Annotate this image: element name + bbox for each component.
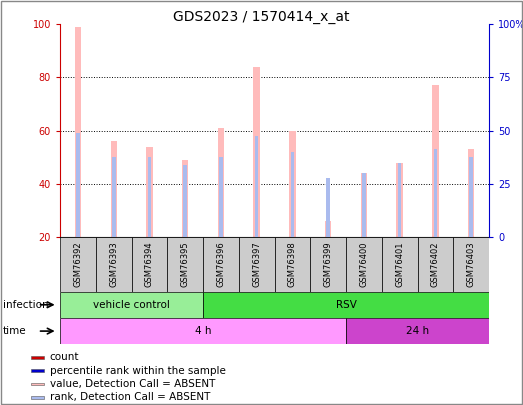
- Text: percentile rank within the sample: percentile rank within the sample: [50, 366, 225, 375]
- Bar: [453, 237, 489, 292]
- Text: GSM76401: GSM76401: [395, 241, 404, 287]
- Bar: [219, 157, 223, 237]
- Bar: [96, 237, 132, 292]
- Text: GSM76392: GSM76392: [74, 241, 83, 287]
- Text: GSM76394: GSM76394: [145, 241, 154, 287]
- Text: GSM76398: GSM76398: [288, 241, 297, 287]
- Bar: [469, 157, 473, 237]
- Bar: [75, 27, 81, 237]
- Bar: [434, 149, 437, 237]
- Text: 24 h: 24 h: [406, 326, 429, 336]
- Text: GSM76396: GSM76396: [217, 241, 225, 287]
- Bar: [398, 162, 402, 237]
- Bar: [396, 162, 403, 237]
- Bar: [184, 165, 187, 237]
- Text: value, Detection Call = ABSENT: value, Detection Call = ABSENT: [50, 379, 215, 389]
- Bar: [346, 237, 382, 292]
- Bar: [60, 318, 346, 344]
- Bar: [203, 292, 489, 318]
- Bar: [239, 237, 275, 292]
- Text: rank, Detection Call = ABSENT: rank, Detection Call = ABSENT: [50, 392, 210, 402]
- Bar: [326, 179, 330, 237]
- Bar: [31, 369, 44, 372]
- Bar: [60, 237, 96, 292]
- Bar: [346, 318, 489, 344]
- Text: GSM76397: GSM76397: [252, 241, 261, 287]
- Bar: [310, 237, 346, 292]
- Bar: [382, 237, 417, 292]
- Bar: [203, 237, 239, 292]
- Text: vehicle control: vehicle control: [93, 300, 170, 310]
- Bar: [31, 396, 44, 399]
- Bar: [362, 173, 366, 237]
- Bar: [167, 237, 203, 292]
- Text: GSM76399: GSM76399: [324, 241, 333, 287]
- Bar: [76, 133, 80, 237]
- Bar: [255, 136, 258, 237]
- Text: GSM76403: GSM76403: [467, 241, 475, 287]
- Text: time: time: [3, 326, 26, 336]
- Bar: [417, 237, 453, 292]
- Bar: [132, 237, 167, 292]
- Text: infection: infection: [3, 300, 48, 310]
- Bar: [147, 157, 151, 237]
- Bar: [182, 160, 188, 237]
- Bar: [31, 383, 44, 385]
- Bar: [289, 130, 295, 237]
- Bar: [254, 67, 260, 237]
- Bar: [60, 292, 203, 318]
- Bar: [112, 157, 116, 237]
- Bar: [432, 85, 439, 237]
- Bar: [361, 173, 367, 237]
- Bar: [146, 147, 153, 237]
- Text: GSM76402: GSM76402: [431, 241, 440, 287]
- Text: GDS2023 / 1570414_x_at: GDS2023 / 1570414_x_at: [173, 10, 350, 24]
- Bar: [218, 128, 224, 237]
- Text: count: count: [50, 352, 79, 362]
- Text: 4 h: 4 h: [195, 326, 211, 336]
- Bar: [110, 141, 117, 237]
- Text: GSM76400: GSM76400: [359, 241, 368, 287]
- Bar: [468, 149, 474, 237]
- Bar: [325, 221, 332, 237]
- Bar: [31, 356, 44, 358]
- Text: GSM76395: GSM76395: [181, 241, 190, 287]
- Bar: [275, 237, 310, 292]
- Text: RSV: RSV: [336, 300, 357, 310]
- Bar: [291, 152, 294, 237]
- Text: GSM76393: GSM76393: [109, 241, 118, 287]
